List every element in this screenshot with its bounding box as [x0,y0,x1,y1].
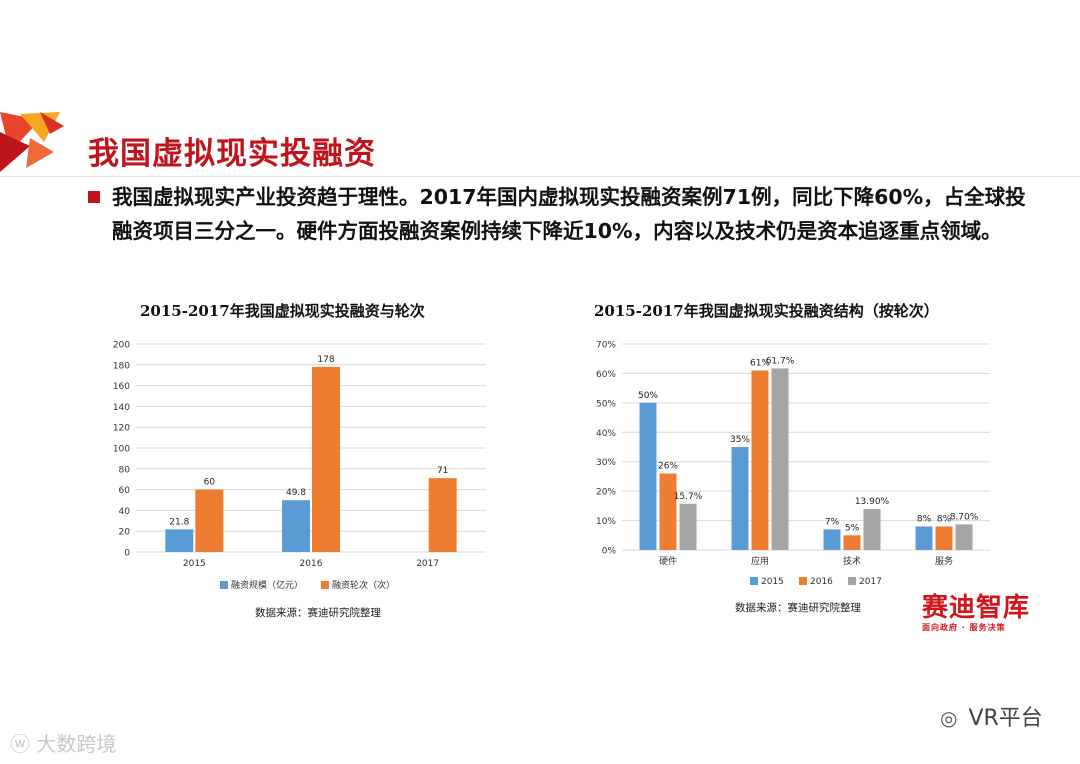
data-label: 49.8 [286,488,306,498]
data-label: 21.8 [169,517,189,527]
y-tick-label: 0 [124,549,130,559]
legend-swatch [220,581,228,589]
data-label: 35% [730,435,750,445]
bar [282,500,310,552]
watermark-right: ◎ VR平台 [940,700,1043,732]
data-label: 5% [845,523,860,533]
logo-sub: 面向政府 · 服务决策 [922,623,1006,632]
legend-label: 2015 [761,577,784,587]
data-label: 8.70% [950,512,979,522]
y-tick-label: 40% [596,429,616,439]
data-label: 178 [317,355,334,365]
bar [639,402,657,550]
bar [195,489,224,552]
chart2-source: 数据来源：赛迪研究院整理 [735,602,861,614]
y-tick-label: 60 [119,486,131,496]
data-label: 15.7% [674,492,703,502]
decorative-triangles [0,112,64,172]
x-tick-label: 技术 [843,555,861,567]
y-tick-label: 70% [596,341,616,351]
bar [823,529,841,550]
data-label: 60 [204,478,216,488]
bar [771,368,789,550]
bar [751,370,769,550]
legend-label: 融资规模（亿元） [231,579,303,591]
y-tick-label: 120 [113,424,130,434]
bar [428,478,457,552]
chart2: 0% 10% 20% 30% 40% 50% 60% 70% 50% 26% 15.7% 硬件 35% 6… [596,341,990,587]
chart1-source: 数据来源：赛迪研究院整理 [255,607,381,619]
logo-main: 赛迪智库 [922,593,1031,623]
chart2-title: 2015-2017年我国虚拟现实投融资结构（按轮次） [594,302,939,320]
y-tick-label: 20 [119,528,131,538]
bar [863,509,881,550]
bar [659,473,677,550]
wechat-icon: ◎ [940,706,958,730]
y-tick-label: 180 [113,361,130,371]
chart1-title: 2015-2017年我国虚拟现实投融资与轮次 [140,302,425,320]
y-tick-label: 40 [119,507,131,517]
data-label: 8% [937,514,952,524]
y-tick-label: 160 [113,382,130,392]
legend-label: 融资轮次（次） [332,579,395,591]
legend: 融资规模（亿元） 融资轮次（次） [220,579,395,591]
legend-label: 2017 [859,577,882,587]
y-tick-label: 100 [113,445,130,455]
bar [165,529,194,552]
x-tick-label: 2017 [416,559,439,569]
data-label: 50% [638,391,658,401]
bar [955,524,973,550]
data-label: 71 [437,466,448,476]
data-label: 61% [750,358,770,368]
y-tick-label: 20% [596,488,616,498]
bullet-marker [88,191,100,203]
logo: 赛迪智库 面向政府 · 服务决策 [922,594,1057,634]
y-tick-label: 80 [119,465,131,475]
data-label: 8% [917,514,932,524]
legend-swatch [321,581,329,589]
data-label: 7% [825,517,840,527]
bar [679,503,697,550]
page-title: 我国虚拟现实投融资 [88,136,376,172]
data-label: 26% [658,461,678,471]
legend-swatch [799,577,807,585]
bar [935,526,953,550]
x-tick-label: 服务 [935,555,953,567]
watermark-right-text: VR平台 [968,706,1043,731]
x-tick-label: 硬件 [659,555,677,567]
watermark-left-text: 大数跨境 [36,732,117,756]
weibo-icon: ⓦ [10,732,30,756]
y-tick-label: 0% [602,547,617,557]
legend-swatch [750,577,758,585]
bullet-text: 我国虚拟现实产业投资趋于理性。2017年国内虚拟现实投融资案例71例，同比下降6… [112,185,1026,243]
legend-swatch [848,577,856,585]
bar [731,447,749,550]
title-divider [0,176,1080,177]
data-label: 61.7% [766,356,795,366]
bar [843,535,861,550]
y-tick-label: 60% [596,370,616,380]
chart1: 0 20 40 60 80 100 120 140 160 180 200 21.8 60 2015 49.… [113,341,486,591]
y-tick-label: 140 [113,403,130,413]
watermark-left: ⓦ 大数跨境 [10,728,116,757]
bar [312,366,340,552]
x-tick-label: 应用 [751,555,769,567]
y-tick-label: 200 [113,341,130,351]
y-tick-label: 10% [596,517,616,527]
legend: 2015 2016 2017 [750,577,882,587]
x-tick-label: 2015 [183,559,206,569]
x-tick-label: 2016 [300,559,323,569]
bar [915,526,933,550]
y-tick-label: 50% [596,399,616,409]
y-tick-label: 30% [596,458,616,468]
data-label: 13.90% [855,497,890,507]
legend-label: 2016 [810,577,833,587]
